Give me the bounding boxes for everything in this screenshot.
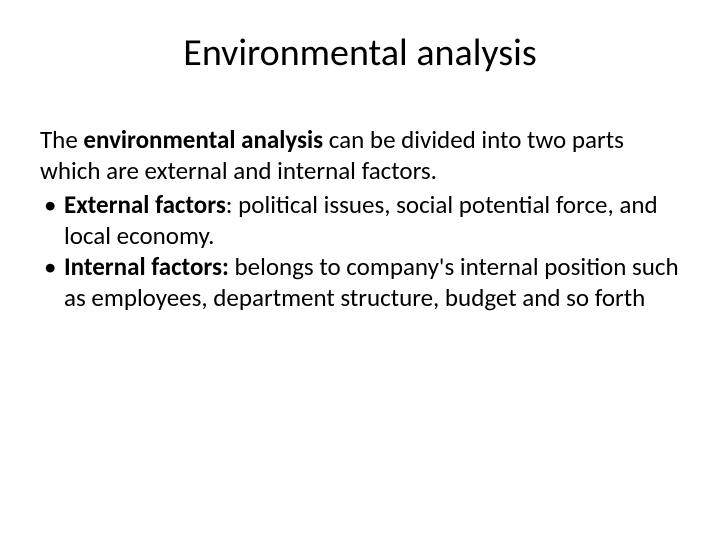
intro-bold-term: environmental analysis [83, 124, 323, 155]
list-item: External factors: political issues, soci… [40, 189, 680, 252]
intro-paragraph: The environmental analysis can be divide… [40, 124, 680, 187]
bullet-separator: : [226, 189, 238, 220]
slide-title: Environmental analysis [40, 30, 680, 76]
bullet-label: Internal factors: [64, 251, 229, 282]
bullet-label: External factors [64, 189, 226, 220]
intro-prefix: The [40, 124, 83, 155]
slide-content: The environmental analysis can be divide… [40, 124, 680, 314]
bullet-list: External factors: political issues, soci… [40, 189, 680, 314]
list-item: Internal factors: belongs to company's i… [40, 251, 680, 314]
